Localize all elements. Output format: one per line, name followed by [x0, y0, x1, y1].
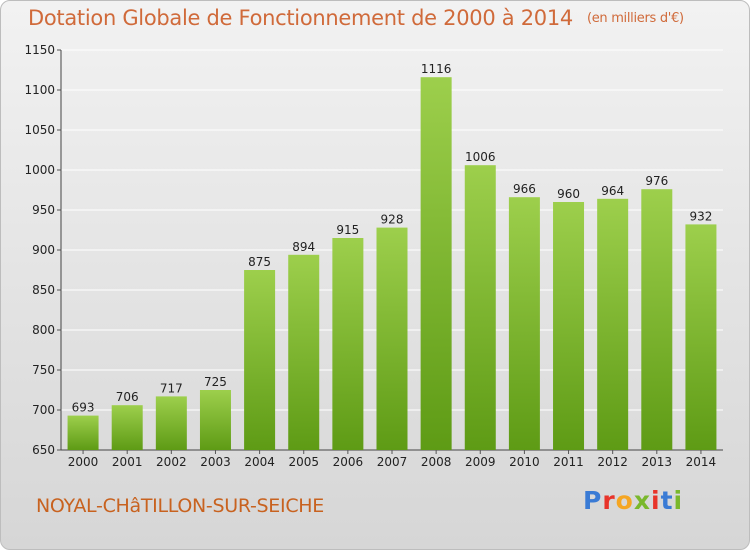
bar — [155, 396, 187, 450]
y-tick-label: 750 — [32, 363, 55, 377]
logo-letter: x — [633, 486, 651, 515]
bar — [67, 415, 99, 450]
logo-letter: P — [583, 486, 603, 515]
bar-value-label: 693 — [72, 401, 95, 415]
bar — [111, 405, 143, 450]
logo-letter: i — [673, 486, 684, 515]
proxiti-logo: Proxiti — [583, 486, 683, 515]
bar — [244, 270, 276, 450]
y-tick-label: 1050 — [24, 123, 55, 137]
x-tick-label: 2008 — [421, 455, 452, 469]
x-tick-label: 2007 — [377, 455, 408, 469]
x-tick-label: 2006 — [333, 455, 364, 469]
y-tick-label: 800 — [32, 323, 55, 337]
y-tick-label: 650 — [32, 443, 55, 457]
chart-unit: (en milliers d'€) — [586, 11, 684, 26]
x-tick-label: 2012 — [597, 455, 628, 469]
x-tick-label: 2004 — [244, 455, 275, 469]
y-tick-label: 900 — [32, 243, 55, 257]
chart-title: Dotation Globale de Fonctionnement de 20… — [28, 6, 684, 30]
bar-value-label: 964 — [601, 184, 624, 198]
bar — [420, 77, 452, 450]
bar-value-label: 976 — [645, 174, 668, 188]
bar — [199, 390, 231, 450]
x-tick-label: 2002 — [156, 455, 187, 469]
x-tick-label: 2014 — [686, 455, 717, 469]
logo-letter: i — [651, 486, 661, 515]
bar-value-label: 1006 — [465, 150, 496, 164]
bar — [597, 198, 629, 450]
x-tick-label: 2013 — [642, 455, 673, 469]
bar-value-label: 875 — [248, 255, 271, 269]
bar — [641, 189, 673, 450]
bar-value-label: 928 — [381, 213, 404, 227]
y-tick-label: 1000 — [24, 163, 55, 177]
chart-title-text: Dotation Globale de Fonctionnement de 20… — [28, 6, 573, 30]
bar-value-label: 717 — [160, 381, 183, 395]
y-tick-label: 950 — [32, 203, 55, 217]
bar — [685, 224, 717, 450]
bar-value-label: 1116 — [421, 62, 452, 76]
x-tick-label: 2005 — [288, 455, 319, 469]
y-tick-label: 1100 — [24, 83, 55, 97]
logo-letter: r — [602, 486, 616, 515]
x-tick-label: 2011 — [553, 455, 584, 469]
y-tick-label: 1150 — [24, 43, 55, 57]
bar-value-label: 725 — [204, 375, 227, 389]
y-tick-label: 700 — [32, 403, 55, 417]
x-tick-label: 2001 — [112, 455, 143, 469]
bar-value-label: 706 — [116, 390, 139, 404]
logo-letter: t — [660, 486, 674, 515]
x-tick-label: 2010 — [509, 455, 540, 469]
commune-name: NOYAL-CHâTILLON-SUR-SEICHE — [36, 495, 324, 517]
bar — [332, 238, 364, 450]
y-tick-label: 850 — [32, 283, 55, 297]
bar — [464, 165, 496, 450]
bar-value-label: 915 — [336, 223, 359, 237]
bar-value-label: 966 — [513, 182, 536, 196]
bar — [288, 254, 320, 450]
bar-value-label: 932 — [689, 209, 712, 223]
bar-value-label: 960 — [557, 187, 580, 201]
x-tick-label: 2003 — [200, 455, 231, 469]
bar-value-label: 894 — [292, 240, 315, 254]
x-tick-label: 2000 — [68, 455, 99, 469]
bar — [553, 202, 585, 450]
bar — [376, 227, 408, 450]
x-tick-label: 2009 — [465, 455, 496, 469]
logo-letter: o — [615, 486, 634, 515]
bar — [508, 197, 540, 450]
